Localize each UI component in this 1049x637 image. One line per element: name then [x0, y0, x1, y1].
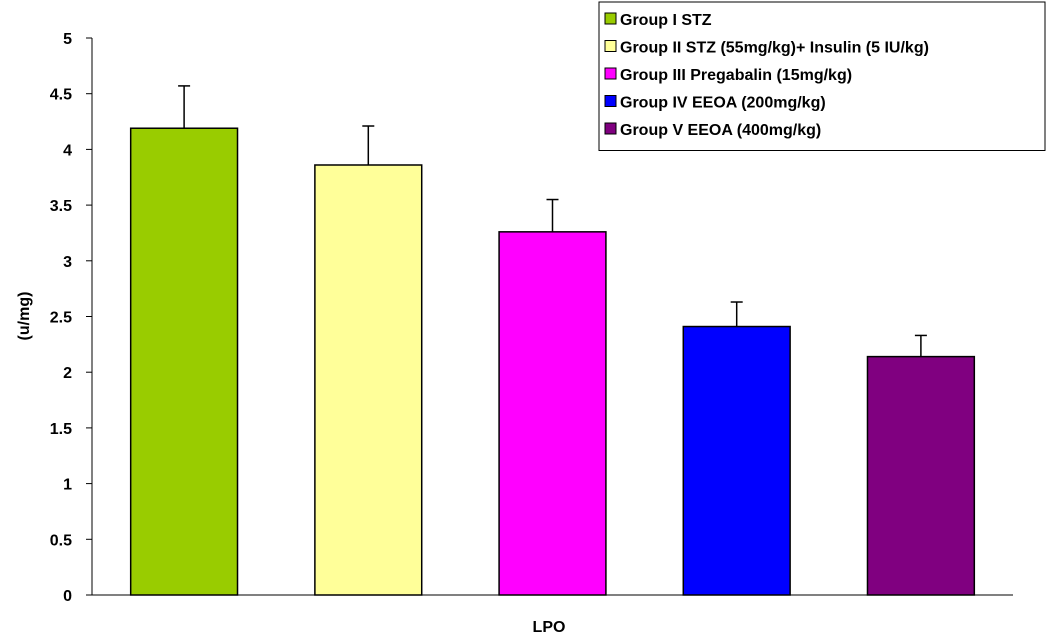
legend-swatch: [604, 40, 617, 52]
legend-label: Group IV EEOA (200mg/kg): [620, 95, 826, 112]
legend-swatch: [604, 12, 617, 25]
legend-label: Group II STZ (55mg/kg)+ Insulin (5 IU/kg…: [620, 40, 929, 57]
legend: Group I STZ Group II STZ (55mg/kg)+ Insul…: [598, 1, 1046, 151]
y-tick-label: 4: [63, 142, 72, 159]
y-axis-title: (u/mg): [16, 292, 33, 341]
y-tick-label: 3.5: [50, 198, 72, 215]
y-tick-label: 0.5: [50, 532, 72, 549]
y-tick-label: 3: [63, 254, 72, 271]
bar: [866, 355, 976, 596]
legend-label: Group V EEOA (400mg/kg): [620, 122, 821, 139]
legend-box: [598, 1, 1046, 151]
bar: [129, 127, 239, 596]
bar: [682, 325, 791, 596]
bar: [498, 231, 607, 596]
legend-swatch: [604, 122, 617, 135]
y-tick-label: 2: [63, 365, 72, 382]
y-tick-label: 5: [63, 31, 72, 48]
y-tick-label: 1: [63, 477, 72, 494]
y-tick-label: 1.5: [50, 421, 72, 438]
y-tick-label: 2.5: [50, 310, 72, 327]
y-tick-label: 0: [63, 588, 72, 605]
legend-label: Group I STZ: [620, 12, 712, 29]
legend-label: Group III Pregabalin (15mg/kg): [620, 67, 852, 84]
plot-area: 0 0.5 1 1.5 2 2.5 3 3.5 4 4.5 5: [50, 31, 1013, 605]
bar: [314, 164, 423, 596]
legend-swatch: [604, 67, 617, 80]
y-tick-label: 4.5: [50, 87, 72, 104]
legend-swatch: [604, 95, 617, 107]
x-axis-title: LPO: [533, 619, 566, 636]
